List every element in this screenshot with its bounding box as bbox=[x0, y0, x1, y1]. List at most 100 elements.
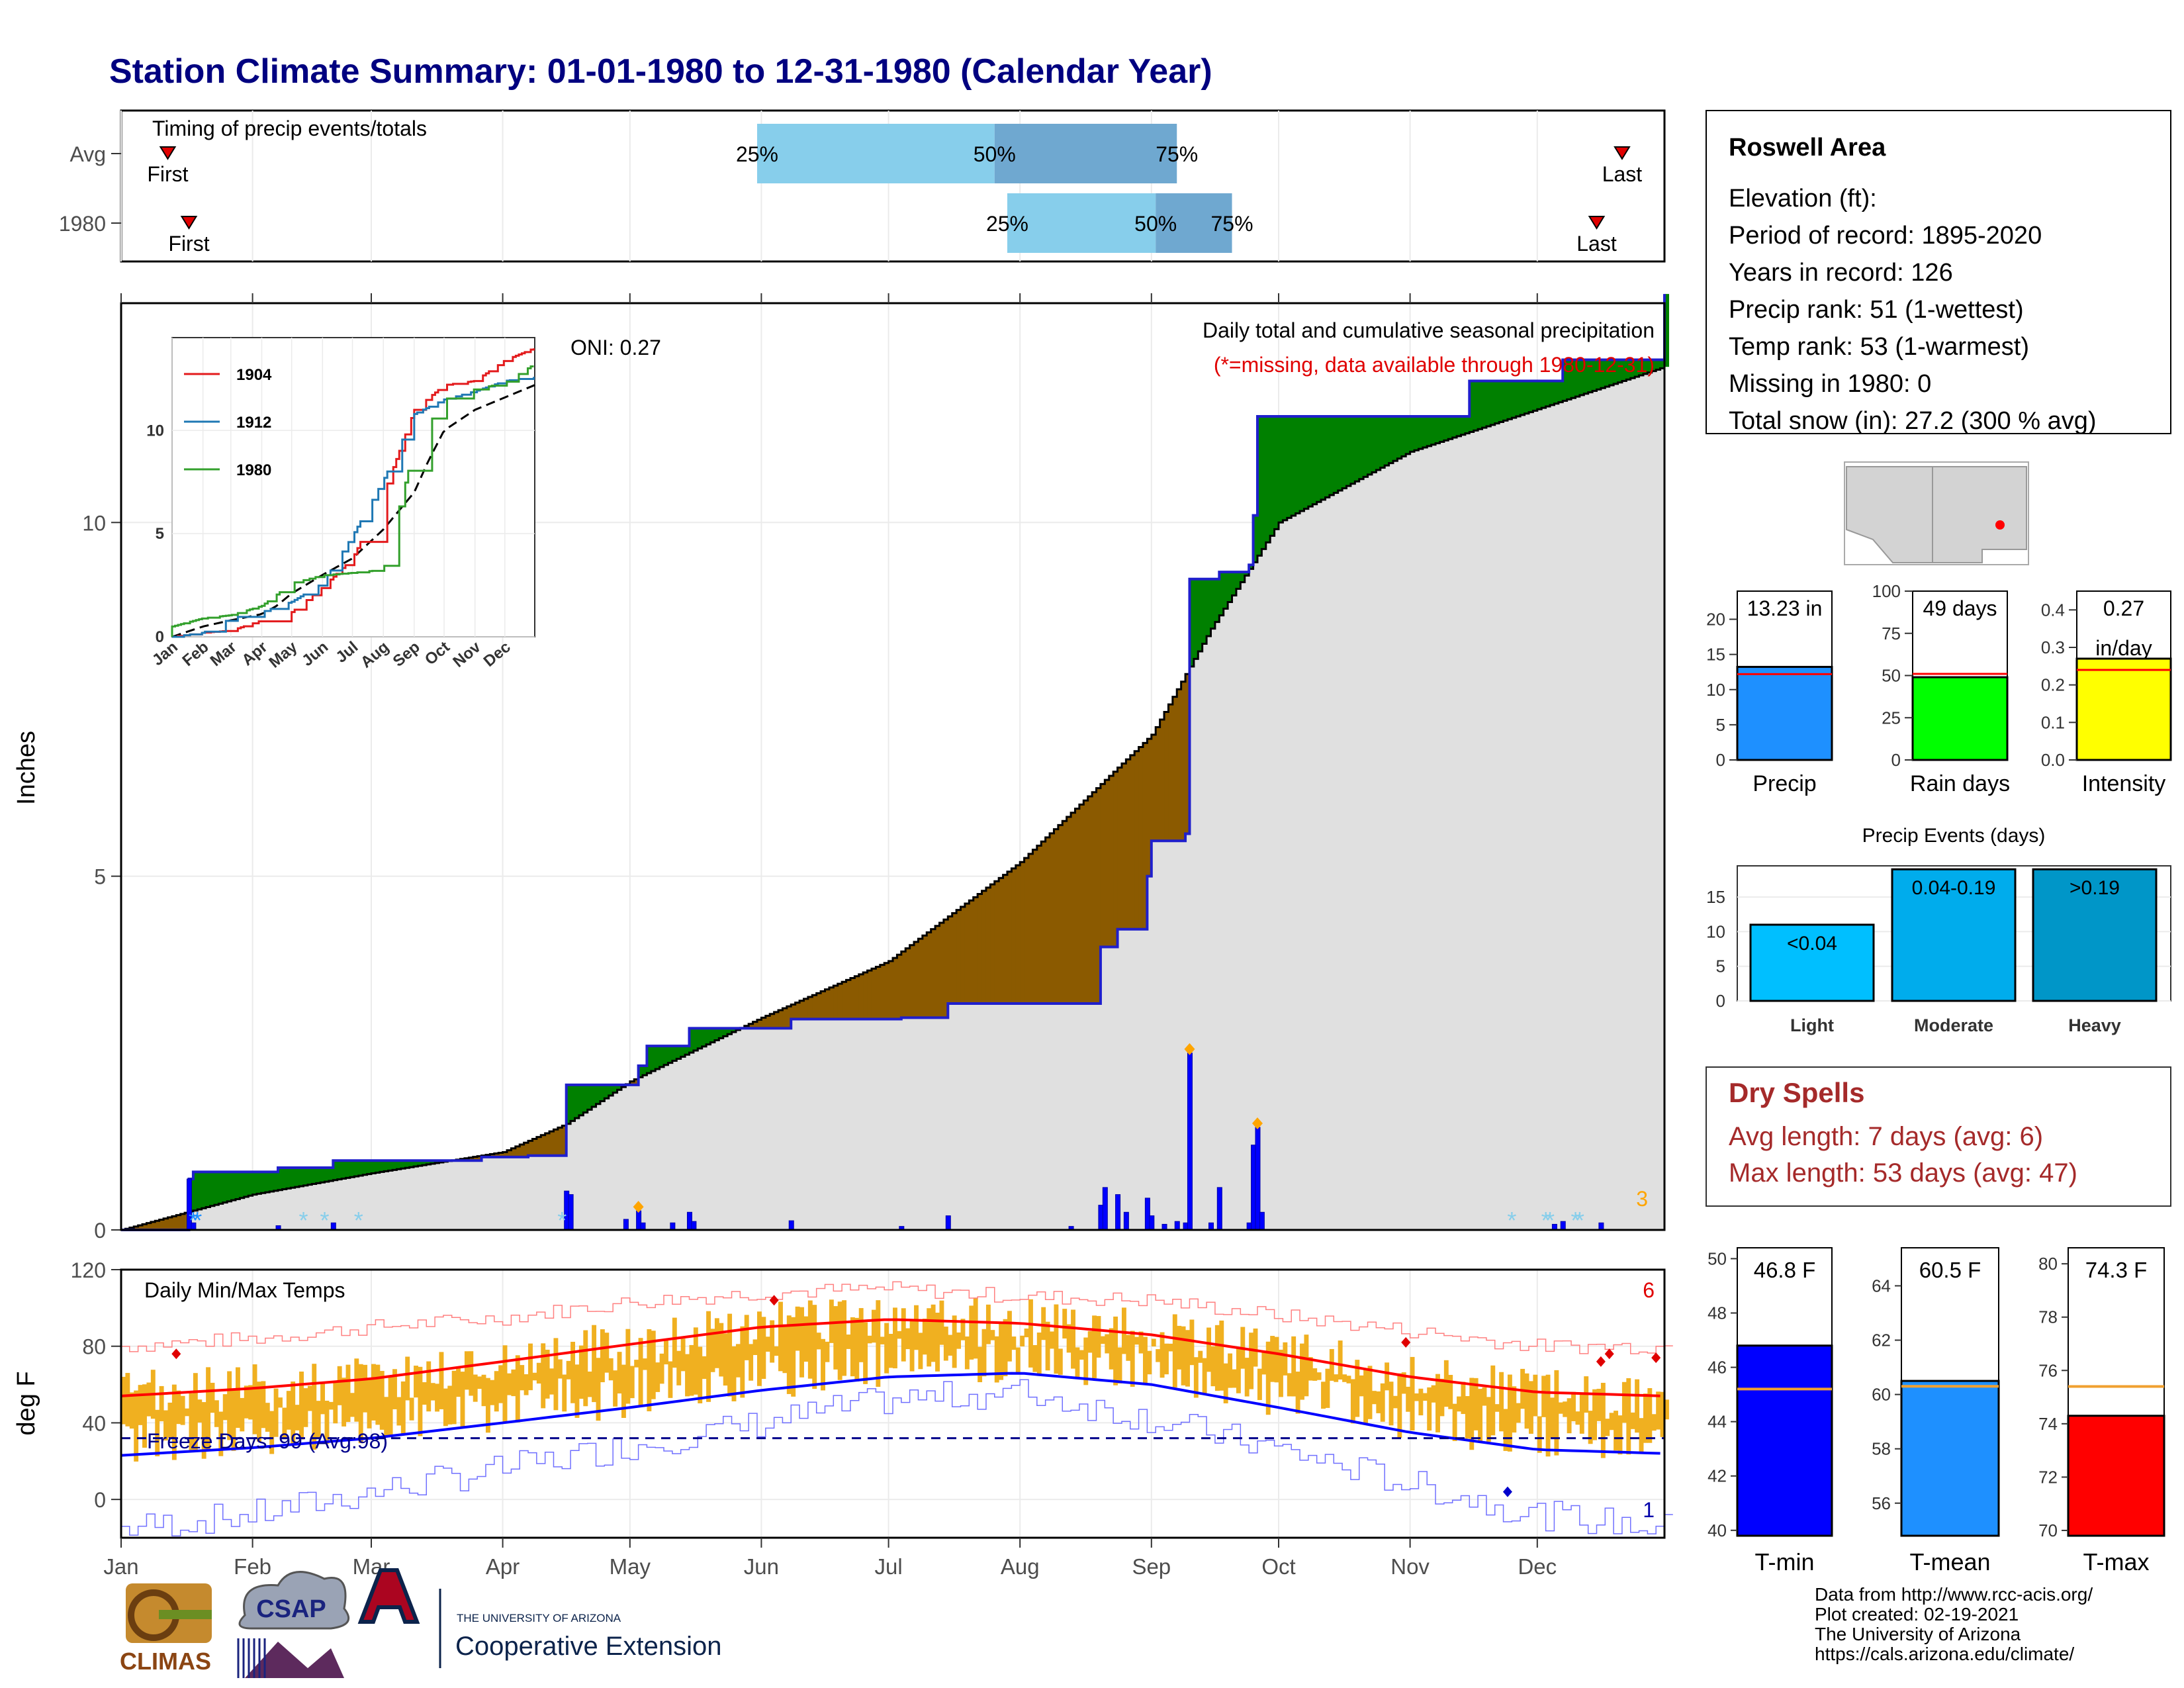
precip-above-avg bbox=[1520, 381, 1525, 415]
month-label: Jul bbox=[874, 1554, 902, 1579]
daily-temp-bar bbox=[1232, 1369, 1237, 1388]
station-info-line: Missing in 1980: 0 bbox=[1729, 370, 1931, 398]
daily-temp-bar bbox=[257, 1382, 261, 1442]
precip-below-avg bbox=[1160, 720, 1165, 841]
precip-above-avg bbox=[371, 1160, 376, 1174]
daily-temp-bar bbox=[545, 1349, 550, 1399]
precip-above-avg bbox=[714, 1028, 719, 1041]
precip-below-avg bbox=[1109, 775, 1114, 947]
daily-temp-bar bbox=[375, 1364, 381, 1425]
precip-below-avg bbox=[1134, 751, 1140, 929]
daily-temp-bar bbox=[248, 1385, 253, 1420]
precip-below-avg bbox=[171, 1216, 177, 1230]
daily-temp-bar bbox=[1639, 1418, 1644, 1454]
daily-temp-bar bbox=[201, 1402, 206, 1459]
precip-below-avg bbox=[876, 966, 881, 1019]
pevents-xlabel: Heavy bbox=[2068, 1015, 2121, 1035]
tsum-ytick: 60 bbox=[1872, 1385, 1891, 1405]
daily-temp-bar bbox=[490, 1380, 495, 1405]
precip-below-avg bbox=[985, 887, 991, 1004]
daily-temp-bar bbox=[905, 1328, 911, 1350]
daily-temp-bar bbox=[583, 1330, 588, 1407]
precip-above-avg bbox=[379, 1160, 385, 1172]
inset-series-line bbox=[172, 377, 535, 638]
pevents-ytick: 0 bbox=[1716, 991, 1725, 1011]
daily-temp-bar bbox=[227, 1371, 232, 1440]
precip-above-avg bbox=[396, 1160, 402, 1170]
daily-temp-bar bbox=[1329, 1348, 1334, 1381]
precip-above-avg bbox=[647, 1046, 652, 1074]
daily-temp-bar bbox=[1363, 1368, 1369, 1424]
precip-below-avg bbox=[1096, 788, 1101, 1004]
precip-above-avg bbox=[1651, 359, 1657, 371]
precip-above-avg bbox=[1478, 381, 1483, 430]
tsum-ytick: 64 bbox=[1872, 1276, 1891, 1295]
psum-ytick: 0.3 bbox=[2041, 637, 2065, 657]
station-location-map bbox=[1844, 461, 2029, 565]
daily-temp-bar bbox=[1401, 1372, 1406, 1394]
daily-temp-bar bbox=[1117, 1347, 1122, 1383]
tsum-bar bbox=[2067, 1415, 2165, 1537]
precip-above-avg bbox=[1617, 359, 1623, 383]
daily-temp-bar bbox=[557, 1359, 563, 1379]
daily-temp-bar bbox=[349, 1393, 355, 1417]
daily-temp-bar bbox=[409, 1397, 414, 1421]
precip-below-avg bbox=[155, 1221, 160, 1230]
precip-below-avg bbox=[803, 998, 809, 1019]
precip-above-avg bbox=[1261, 416, 1267, 549]
daily-temp-bar bbox=[1028, 1299, 1033, 1368]
precip-below-avg bbox=[867, 970, 872, 1019]
precip-above-avg bbox=[430, 1160, 435, 1164]
daily-temp-bar bbox=[1486, 1397, 1491, 1442]
precip-above-avg bbox=[1465, 416, 1470, 434]
precip-below-avg bbox=[795, 1002, 800, 1019]
footer-line: Plot created: 02-19-2021 bbox=[1815, 1604, 2019, 1624]
daily-temp-bar bbox=[1261, 1351, 1267, 1375]
daily-temp-bar bbox=[1410, 1356, 1415, 1430]
precip-above-avg bbox=[680, 1046, 686, 1057]
daily-temp-bar bbox=[1087, 1331, 1093, 1353]
daily-temp-bar bbox=[134, 1390, 139, 1462]
daily-temp-bar bbox=[1121, 1307, 1126, 1354]
precip-below-avg bbox=[791, 1004, 796, 1019]
precip-above-avg bbox=[1232, 572, 1237, 596]
daily-temp-bar bbox=[1588, 1411, 1593, 1444]
precip-above-avg bbox=[1567, 359, 1572, 400]
daily-temp-bar bbox=[1376, 1391, 1381, 1413]
precip-below-avg bbox=[825, 989, 830, 1019]
precip-above-avg bbox=[337, 1160, 342, 1180]
psum-ytick: 0.4 bbox=[2041, 600, 2065, 620]
temp-ytick: 0 bbox=[94, 1488, 106, 1512]
precip-above-avg bbox=[324, 1167, 330, 1182]
station-info-line: Elevation (ft): bbox=[1729, 185, 1877, 212]
daily-precip-bar bbox=[1560, 1221, 1566, 1231]
csap-logo-mountains bbox=[245, 1642, 344, 1678]
daily-temp-bar bbox=[1172, 1314, 1177, 1387]
month-label: May bbox=[610, 1554, 651, 1579]
daily-temp-bar bbox=[278, 1397, 283, 1408]
precip-above-avg bbox=[668, 1046, 673, 1063]
precip-above-avg bbox=[1385, 416, 1390, 466]
daily-temp-bar bbox=[1443, 1360, 1449, 1407]
precip-above-avg bbox=[291, 1167, 296, 1188]
daily-temp-bar bbox=[774, 1346, 779, 1356]
daily-temp-bar bbox=[592, 1325, 597, 1403]
precip-above-avg bbox=[1321, 416, 1326, 500]
precip-above-avg bbox=[1397, 416, 1402, 459]
precip-below-avg bbox=[939, 922, 944, 1018]
daily-temp-bar bbox=[447, 1385, 453, 1425]
daily-temp-bar bbox=[1355, 1360, 1360, 1417]
csap-logo-text: CSAP bbox=[256, 1595, 326, 1623]
precip-ytick: 10 bbox=[82, 511, 106, 535]
precip-above-avg bbox=[1431, 416, 1436, 445]
daily-temp-bar bbox=[1325, 1368, 1330, 1408]
daily-temp-bar bbox=[1541, 1376, 1547, 1417]
temp-ytick: 120 bbox=[71, 1258, 106, 1282]
psum-ytick: 5 bbox=[1716, 715, 1725, 735]
precip-above-avg bbox=[384, 1160, 389, 1172]
inset-series-line bbox=[172, 348, 535, 638]
daily-temp-bar bbox=[210, 1382, 215, 1413]
station-name: Roswell Area bbox=[1729, 134, 1886, 162]
precip-below-avg bbox=[782, 1008, 788, 1029]
precip-above-avg bbox=[1410, 416, 1415, 452]
